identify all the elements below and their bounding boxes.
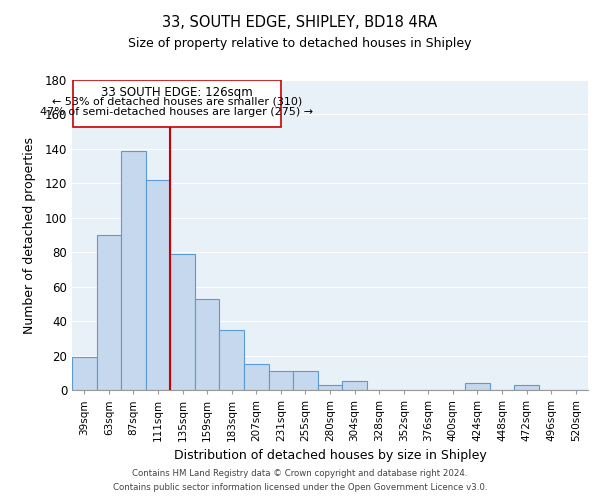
Bar <box>342 382 367 390</box>
Text: Size of property relative to detached houses in Shipley: Size of property relative to detached ho… <box>128 38 472 51</box>
Bar <box>97 235 121 390</box>
Y-axis label: Number of detached properties: Number of detached properties <box>23 136 37 334</box>
Bar <box>293 371 318 390</box>
Bar <box>465 383 490 390</box>
Text: 33, SOUTH EDGE, SHIPLEY, BD18 4RA: 33, SOUTH EDGE, SHIPLEY, BD18 4RA <box>163 15 437 30</box>
Text: 47% of semi-detached houses are larger (275) →: 47% of semi-detached houses are larger (… <box>40 106 314 117</box>
Text: Contains HM Land Registry data © Crown copyright and database right 2024.: Contains HM Land Registry data © Crown c… <box>132 468 468 477</box>
Bar <box>72 358 97 390</box>
Bar <box>318 385 342 390</box>
Bar <box>195 298 220 390</box>
Text: Contains public sector information licensed under the Open Government Licence v3: Contains public sector information licen… <box>113 484 487 492</box>
Bar <box>220 330 244 390</box>
Bar <box>514 385 539 390</box>
Bar <box>269 371 293 390</box>
Text: ← 53% of detached houses are smaller (310): ← 53% of detached houses are smaller (31… <box>52 96 302 106</box>
Bar <box>244 364 269 390</box>
Text: 33 SOUTH EDGE: 126sqm: 33 SOUTH EDGE: 126sqm <box>101 86 253 99</box>
Bar <box>121 150 146 390</box>
Bar <box>73 80 281 126</box>
Bar <box>146 180 170 390</box>
Bar <box>170 254 195 390</box>
X-axis label: Distribution of detached houses by size in Shipley: Distribution of detached houses by size … <box>173 450 487 462</box>
